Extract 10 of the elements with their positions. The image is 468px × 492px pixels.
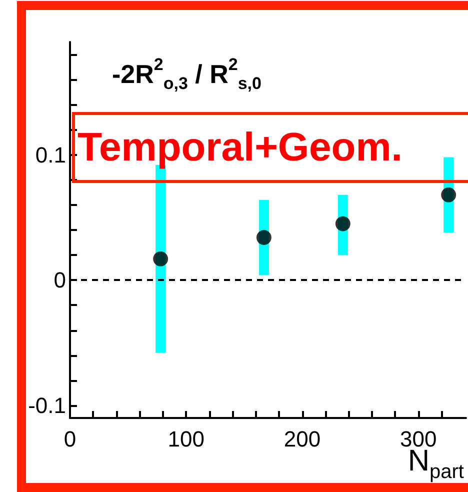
annotation: Temporal+Geom. <box>78 126 402 170</box>
point <box>441 187 456 202</box>
x-tick-label: 200 <box>284 426 321 452</box>
x-tick-label: 100 <box>168 426 204 452</box>
point <box>153 251 168 266</box>
y-tick-label: -0.1 <box>28 392 66 418</box>
point <box>256 230 272 246</box>
y-tick-label: 0 <box>54 268 66 293</box>
y-tick-label: 0.1 <box>35 142 66 168</box>
point <box>335 216 350 232</box>
